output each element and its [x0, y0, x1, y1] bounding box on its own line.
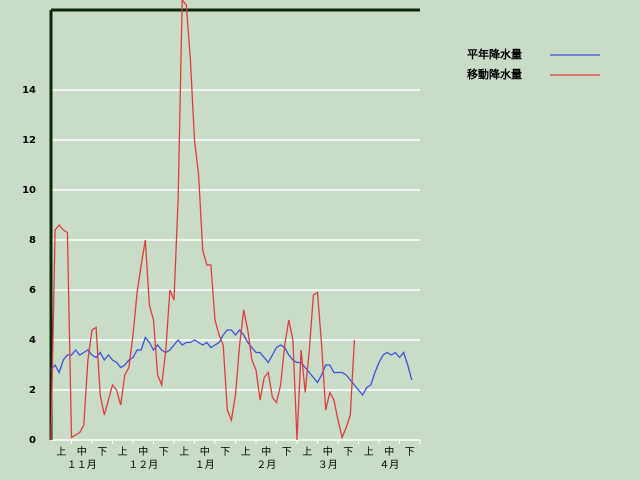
x-tick-label: 上: [302, 446, 312, 458]
y-tick-label: 14: [22, 85, 36, 96]
legend-label: 移動降水量: [467, 67, 522, 81]
x-tick-label: 上: [118, 446, 128, 458]
x-tick-label: 上: [56, 446, 66, 458]
x-tick-label: 下: [97, 447, 107, 458]
x-tick-label: 中: [261, 445, 271, 458]
y-tick-label: 4: [29, 335, 36, 346]
x-tick-label: 中: [323, 445, 333, 458]
month-label: ３月: [318, 459, 338, 471]
x-tick-label: 中: [77, 445, 87, 458]
x-tick-label: 上: [241, 446, 251, 458]
y-tick-label: 6: [29, 285, 36, 296]
y-tick-label: 8: [29, 235, 36, 246]
legend-label: 平年降水量: [467, 47, 522, 61]
x-tick-label: 中: [138, 445, 148, 458]
x-tick-label: 下: [282, 447, 292, 458]
x-tick-label: 上: [179, 446, 189, 458]
month-label: １１月: [67, 459, 97, 471]
month-label: ２月: [256, 459, 276, 471]
series-line: [50, 0, 356, 441]
y-tick-label: 10: [22, 185, 36, 196]
y-tick-label: 2: [29, 385, 36, 396]
month-label: １月: [195, 459, 215, 471]
x-tick-label: 下: [405, 447, 415, 458]
x-tick-label: 中: [200, 445, 210, 458]
x-tick-label: 下: [343, 447, 353, 458]
month-label: ４月: [379, 459, 399, 471]
x-tick-label: 下: [220, 447, 230, 458]
x-tick-label: 中: [384, 445, 394, 458]
y-tick-label: 12: [22, 135, 36, 146]
x-tick-label: 上: [364, 446, 374, 458]
x-tick-label: 下: [159, 447, 169, 458]
y-tick-label: 0: [29, 435, 36, 446]
month-label: １２月: [128, 459, 158, 471]
